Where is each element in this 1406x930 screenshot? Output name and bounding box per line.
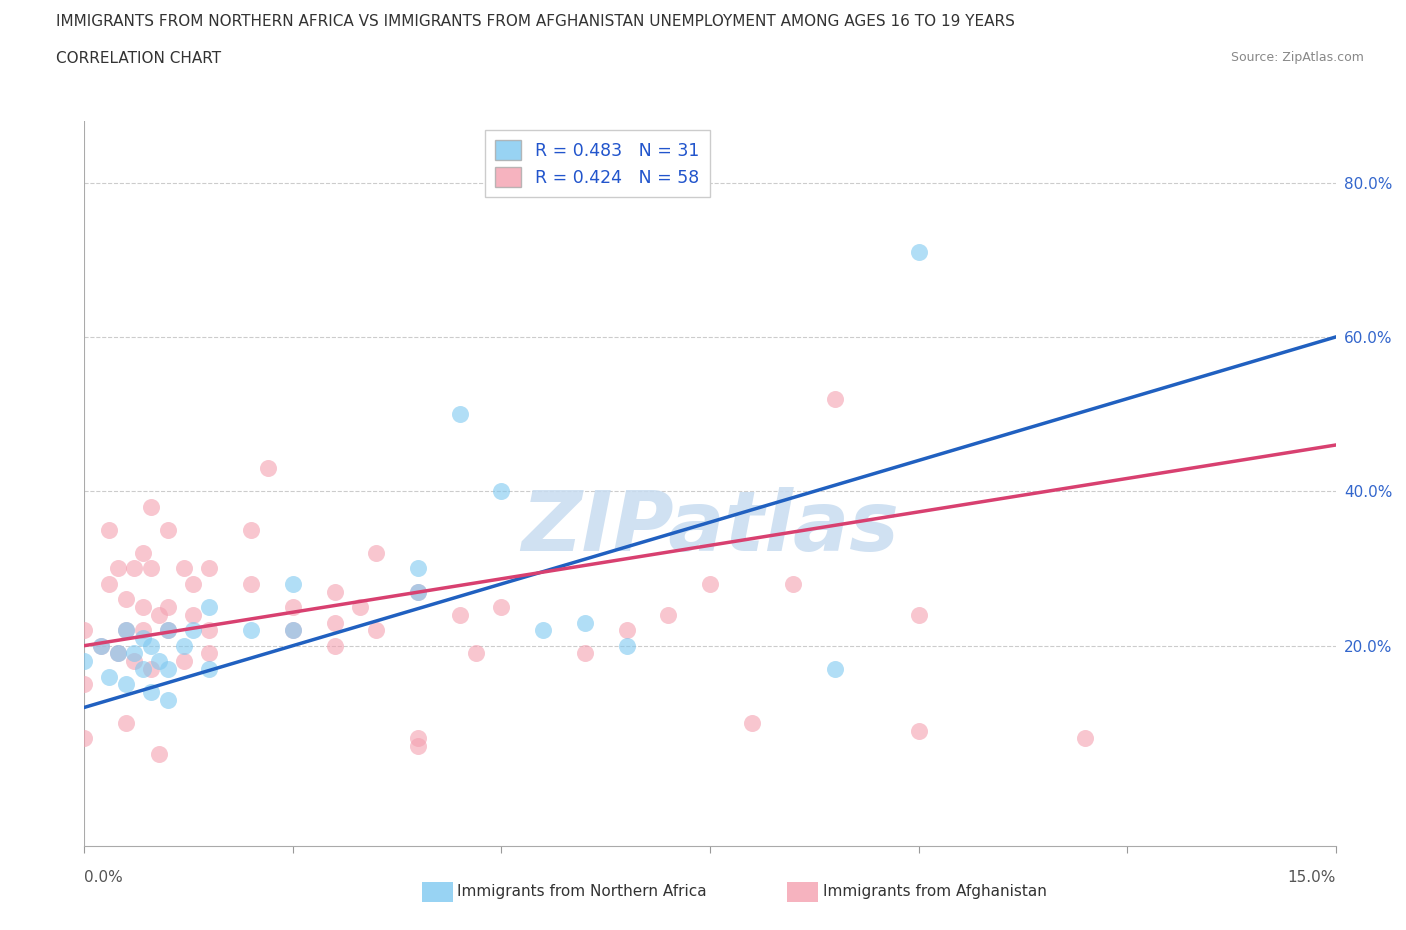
Point [198,646,221,661]
Point [156,523,179,538]
Text: Immigrants from Northern Africa: Immigrants from Northern Africa [457,884,707,899]
Point [406,584,429,599]
Point [98,669,121,684]
Point [156,623,179,638]
Point [824,392,846,406]
Point [173,638,195,653]
Point [156,600,179,615]
Point [139,561,162,576]
Point [132,661,155,676]
Point [491,484,513,498]
Point [90,638,112,653]
Point [90,638,112,653]
Point [741,715,763,730]
Point [907,607,929,622]
Point [1074,731,1097,746]
Point [132,631,155,645]
Point [281,600,304,615]
Point [98,523,121,538]
Point [449,607,471,622]
Point [132,600,155,615]
Point [531,623,554,638]
Point [574,615,596,630]
Point [139,661,162,676]
Point [124,561,146,576]
Point [73,654,96,669]
Point [115,715,138,730]
Point [281,623,304,638]
Point [124,654,146,669]
Point [323,584,346,599]
Point [115,623,138,638]
Point [824,661,846,676]
Point [240,577,263,591]
Point [181,607,204,622]
Text: ZIPatlas: ZIPatlas [522,486,898,567]
Point [173,654,195,669]
Text: Source: ZipAtlas.com: Source: ZipAtlas.com [1230,51,1364,64]
Point [406,584,429,599]
Point [148,607,170,622]
Point [465,646,488,661]
Point [281,623,304,638]
Point [148,746,170,761]
Point [139,684,162,699]
Point [574,646,596,661]
Point [115,591,138,606]
Point [281,577,304,591]
Point [366,546,388,561]
Point [406,738,429,753]
Point [616,623,638,638]
Point [181,623,204,638]
Point [449,406,471,421]
Point [406,731,429,746]
Point [132,546,155,561]
Point [156,692,179,707]
Point [198,623,221,638]
Point [198,600,221,615]
Point [366,623,388,638]
Point [115,677,138,692]
Point [139,638,162,653]
Point [491,600,513,615]
Point [907,724,929,738]
Point [907,245,929,259]
Point [240,523,263,538]
Point [73,677,96,692]
Point [73,731,96,746]
Point [323,615,346,630]
Point [198,661,221,676]
Text: CORRELATION CHART: CORRELATION CHART [56,51,221,66]
Point [148,654,170,669]
Point [156,661,179,676]
Point [699,577,721,591]
Point [173,561,195,576]
Point [323,638,346,653]
Point [139,499,162,514]
Point [98,577,121,591]
Point [107,646,129,661]
Legend: R = 0.483   N = 31, R = 0.424   N = 58: R = 0.483 N = 31, R = 0.424 N = 58 [485,129,710,197]
Text: 0.0%: 0.0% [84,870,124,884]
Point [107,561,129,576]
Point [73,623,96,638]
Text: 15.0%: 15.0% [1288,870,1336,884]
Point [616,638,638,653]
Point [132,623,155,638]
Point [198,561,221,576]
Point [240,623,263,638]
Point [124,646,146,661]
Point [349,600,371,615]
Point [406,561,429,576]
Text: Immigrants from Afghanistan: Immigrants from Afghanistan [823,884,1046,899]
Point [107,646,129,661]
Point [657,607,679,622]
Point [782,577,804,591]
Point [257,460,280,475]
Point [156,623,179,638]
Text: IMMIGRANTS FROM NORTHERN AFRICA VS IMMIGRANTS FROM AFGHANISTAN UNEMPLOYMENT AMON: IMMIGRANTS FROM NORTHERN AFRICA VS IMMIG… [56,14,1015,29]
Point [181,577,204,591]
Point [115,623,138,638]
